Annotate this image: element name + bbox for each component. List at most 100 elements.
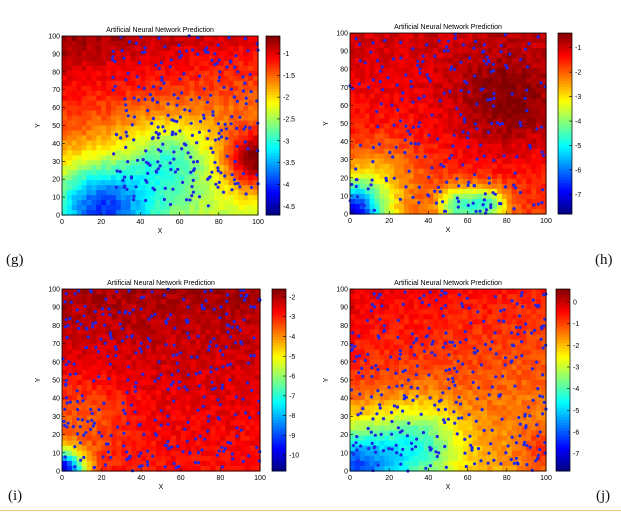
heatmap-cell — [106, 90, 112, 97]
heatmap-cell — [161, 390, 167, 396]
heatmap-cell — [62, 329, 68, 336]
heatmap-cell — [101, 170, 107, 176]
heatmap-cell — [141, 354, 147, 361]
sample-point — [385, 179, 389, 183]
heatmap-cell — [394, 73, 400, 79]
heatmap-cell — [497, 33, 503, 39]
colorbar-segment — [266, 58, 280, 62]
heatmap-cell — [199, 85, 205, 92]
sample-point — [456, 205, 460, 209]
heatmap-cell — [96, 435, 103, 442]
heatmap-cell — [374, 73, 380, 79]
heatmap-cell — [145, 140, 151, 146]
heatmap-cell — [106, 294, 113, 300]
heatmap-cell — [135, 70, 141, 77]
sample-point — [244, 96, 248, 100]
heatmap-cell — [462, 48, 469, 54]
heatmap-cell — [194, 125, 200, 132]
sample-point — [181, 180, 185, 184]
sample-point — [399, 56, 403, 60]
sample-point — [487, 176, 491, 180]
heatmap-cell — [238, 200, 244, 206]
heatmap-cell — [71, 420, 78, 427]
sample-point — [518, 120, 522, 125]
heatmap-cell — [145, 210, 151, 216]
sample-point — [499, 50, 503, 54]
heatmap-cell — [482, 108, 488, 115]
heatmap-cell — [135, 115, 141, 122]
heatmap-cell — [131, 369, 137, 376]
heatmap-cell — [194, 165, 200, 171]
heatmap-cell — [384, 33, 390, 39]
heatmap-cell — [364, 113, 371, 120]
heatmap-cell — [418, 68, 425, 74]
heatmap-cell — [76, 450, 83, 457]
heatmap-cell — [235, 410, 241, 416]
heatmap-cell — [106, 344, 113, 351]
heatmap-cell — [91, 90, 97, 97]
heatmap-cell — [374, 138, 380, 145]
heatmap-cell — [225, 465, 231, 472]
heatmap-cell — [492, 188, 498, 195]
heatmap-cell — [423, 48, 429, 54]
heatmap-cell — [135, 195, 141, 201]
heatmap-cell — [225, 334, 231, 341]
heatmap-cell — [379, 98, 385, 104]
heatmap-cell — [155, 180, 161, 186]
sample-point — [398, 119, 403, 123]
heatmap-cell — [179, 65, 186, 72]
heatmap-cell — [359, 163, 366, 170]
heatmap-cell — [86, 420, 93, 427]
heatmap-cell — [501, 108, 508, 115]
heatmap-cell — [354, 128, 361, 135]
heatmap-cell — [369, 83, 376, 89]
heatmap-cell — [209, 180, 215, 186]
heatmap-cell — [220, 289, 226, 295]
heatmap-cell — [66, 165, 73, 171]
heatmap-cell — [81, 299, 88, 305]
heatmap-cell — [189, 105, 195, 112]
heatmap-cell — [506, 198, 513, 205]
heatmap-cell — [62, 420, 68, 427]
sample-point — [445, 180, 449, 184]
heatmap-cell — [91, 55, 97, 62]
heatmap-cell — [111, 90, 117, 97]
heatmap-cell — [156, 400, 162, 406]
heatmap-cell — [101, 180, 107, 186]
heatmap-cell — [125, 200, 132, 206]
heatmap-cell — [215, 369, 221, 376]
heatmap-cell — [443, 33, 449, 39]
heatmap-cell — [106, 95, 112, 102]
heatmap-cell — [354, 68, 361, 74]
heatmap-cell — [131, 309, 137, 315]
heatmap-cell — [413, 183, 420, 190]
heatmap-cell — [141, 369, 147, 376]
heatmap-cell — [199, 205, 205, 211]
heatmap-cell — [443, 163, 449, 170]
heatmap-cell — [106, 205, 112, 211]
heatmap-cell — [448, 128, 454, 135]
heatmap-cell — [115, 60, 122, 67]
heatmap-cell — [253, 170, 259, 176]
heatmap-cell — [180, 445, 187, 452]
colorbar-segment — [558, 47, 572, 51]
heatmap-cell — [66, 185, 73, 191]
heatmap-cell — [115, 195, 122, 201]
heatmap-cell — [389, 143, 395, 150]
heatmap-cell — [116, 465, 122, 472]
heatmap-cell — [185, 465, 192, 472]
heatmap-cell — [66, 385, 73, 391]
sample-point — [465, 81, 469, 85]
colorbar-segment — [266, 161, 280, 166]
heatmap-cell — [443, 118, 449, 125]
heatmap-cell — [155, 120, 161, 127]
heatmap-cell — [350, 58, 356, 64]
sample-point — [430, 166, 434, 170]
heatmap-cell — [511, 143, 518, 150]
heatmap-cell — [492, 138, 498, 145]
heatmap-cell — [408, 103, 415, 110]
sample-point — [221, 190, 226, 194]
heatmap-cell — [531, 73, 537, 79]
heatmap-cell — [141, 450, 147, 457]
heatmap-cell — [204, 140, 210, 146]
